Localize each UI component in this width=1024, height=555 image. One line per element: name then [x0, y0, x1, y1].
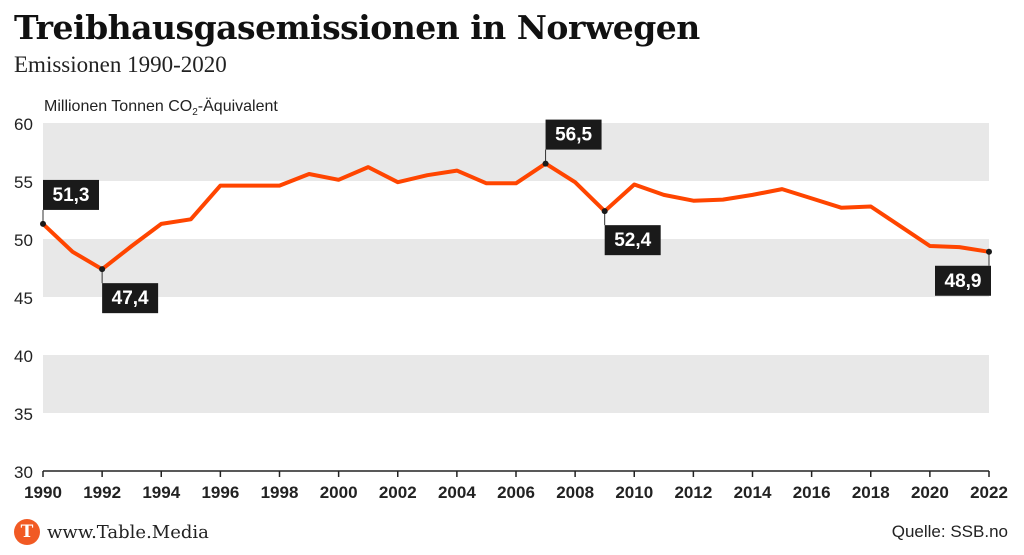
grid-band — [43, 355, 989, 413]
y-axis-label: Millionen Tonnen CO2-Äquivalent — [44, 98, 278, 118]
chart-subtitle: Emissionen 1990-2020 — [14, 52, 227, 77]
annotation-label: 56,5 — [555, 125, 592, 146]
x-tick-label: 2004 — [438, 483, 476, 502]
y-axis-label-rest: -Äquivalent — [197, 98, 278, 115]
emissions-line — [41, 161, 991, 272]
annotation-label: 52,4 — [614, 230, 651, 251]
x-tick-label: 2000 — [320, 483, 358, 502]
x-tick-label: 2008 — [556, 483, 594, 502]
annotation-point — [542, 160, 549, 167]
annotation-point — [601, 208, 608, 215]
annotation-label: 48,9 — [945, 271, 982, 292]
x-tick-label: 2002 — [379, 483, 417, 502]
annotation-box — [935, 265, 991, 296]
source-note: Quelle: SSB.no — [891, 522, 1008, 541]
x-tick-label: 1998 — [261, 483, 299, 502]
y-tick-label: 40 — [14, 347, 33, 366]
logo-t-icon: T — [14, 519, 40, 545]
annotation-box — [43, 179, 99, 210]
annotation-box — [102, 283, 159, 314]
y-tick-label: 60 — [14, 115, 33, 134]
annotation-point — [40, 220, 46, 227]
site-url: www.Table.Media — [47, 521, 209, 543]
y-tick-label: 50 — [14, 231, 33, 250]
x-tick-label: 1990 — [24, 483, 62, 502]
y-axis-label-subscript: 2 — [192, 107, 198, 119]
y-tick-label: 55 — [14, 173, 33, 192]
x-tick-label: 1992 — [83, 483, 121, 502]
chart-title: Treibhausgasemissionen in Norwegen — [14, 8, 700, 47]
x-tick-label: 1994 — [142, 483, 180, 502]
x-tick-label: 2014 — [734, 483, 772, 502]
y-tick-label: 30 — [14, 463, 33, 482]
x-tick-label: 2012 — [674, 483, 712, 502]
y-tick-label: 35 — [14, 405, 33, 424]
x-tick-label: 2010 — [615, 483, 653, 502]
annotation-box — [545, 119, 602, 150]
x-tick-label: 1996 — [201, 483, 239, 502]
x-tick-label: 2022 — [970, 483, 1008, 502]
y-tick-label: 45 — [14, 289, 33, 308]
annotation-label: 51,3 — [53, 185, 90, 206]
annotation-label: 47,4 — [112, 288, 149, 309]
grid-band — [43, 123, 989, 181]
annotation-point — [99, 266, 106, 273]
x-tick-label: 2018 — [852, 483, 890, 502]
annotation-point — [986, 248, 992, 255]
x-tick-label: 2020 — [911, 483, 949, 502]
table-media-logo[interactable]: T www.Table.Media — [14, 519, 209, 545]
x-tick-label: 2016 — [793, 483, 831, 502]
y-axis-label-main: Millionen Tonnen CO — [44, 98, 193, 115]
x-tick-label: 2006 — [497, 483, 535, 502]
grid-band — [43, 239, 989, 297]
annotation-box — [604, 225, 661, 256]
